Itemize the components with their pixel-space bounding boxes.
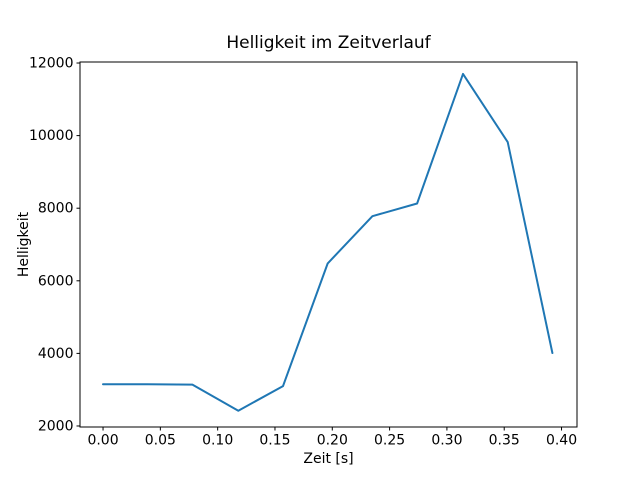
- x-tick-label: 0.00: [87, 433, 118, 449]
- helligkeit-line: [102, 72, 554, 412]
- y-tick-label: 8000: [38, 201, 74, 217]
- y-tick-label: 10000: [29, 128, 74, 144]
- x-tick-label: 0.15: [259, 433, 290, 449]
- x-tick-label: 0.30: [431, 433, 462, 449]
- y-tick-label: 4000: [38, 346, 74, 362]
- y-axis-label: Helligkeit: [16, 211, 32, 277]
- x-tick-label: 0.25: [374, 433, 405, 449]
- y-axis-ticks: 2000 4000 6000 8000 10000 12000: [29, 56, 80, 434]
- y-tick-label: 2000: [38, 418, 74, 434]
- x-tick-label: 0.35: [489, 433, 520, 449]
- data-series: [102, 72, 554, 412]
- axes-spines: [79, 61, 578, 428]
- y-tick-label: 12000: [29, 56, 74, 72]
- x-axis-ticks: 0.00 0.05 0.10 0.15 0.20 0.25 0.30 0.35 0.40: [87, 427, 577, 449]
- x-tick-label: 0.05: [145, 433, 176, 449]
- x-tick-label: 0.20: [317, 433, 348, 449]
- y-tick-label: 6000: [38, 273, 74, 289]
- x-tick-label: 0.10: [202, 433, 233, 449]
- x-tick-label: 0.40: [546, 433, 577, 449]
- chart-title: Helligkeit im Zeitverlauf: [226, 33, 431, 53]
- x-axis-label: Zeit [s]: [303, 451, 353, 467]
